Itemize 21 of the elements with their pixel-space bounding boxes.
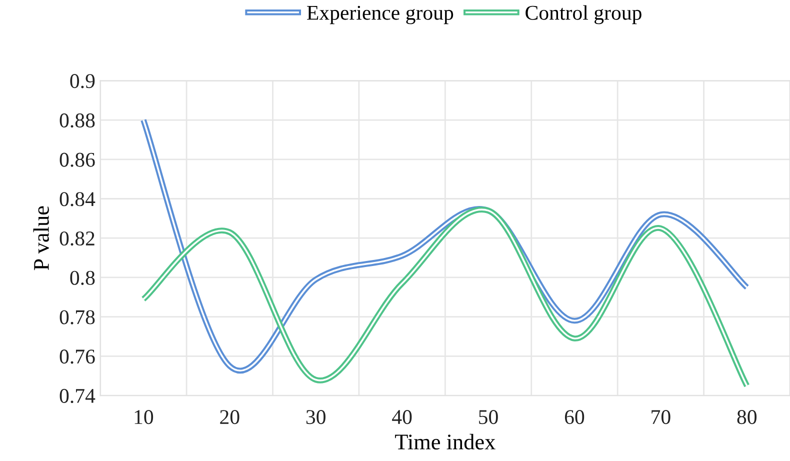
y-tick-label: 0.82 [60, 231, 94, 246]
y-tick-label: 0.9 [70, 74, 95, 88]
x-tick-label: 70 [652, 410, 670, 424]
x-axis-title: Time index [395, 434, 496, 450]
y-tick-label: 0.84 [60, 192, 96, 206]
legend-label: Experience group [307, 6, 454, 24]
legend-label: Control group [526, 5, 642, 24]
x-tick-label: 80 [737, 410, 757, 424]
y-tick-label: 0.88 [60, 113, 95, 128]
y-tick-label: 0.8 [70, 270, 95, 285]
x-tick-label: 20 [220, 410, 240, 424]
x-tick-label: 40 [392, 410, 412, 424]
y-tick-label: 0.74 [60, 388, 96, 404]
y-tick-label: 0.78 [60, 310, 95, 324]
x-tick-label: 10 [134, 410, 154, 424]
y-tick-label: 0.86 [60, 152, 95, 167]
x-tick-label: 30 [306, 410, 326, 424]
x-tick-label: 60 [564, 410, 584, 424]
y-tick-label: 0.76 [60, 350, 95, 364]
x-tick-label: 50 [479, 410, 498, 424]
y-axis-title: P value [33, 206, 49, 270]
